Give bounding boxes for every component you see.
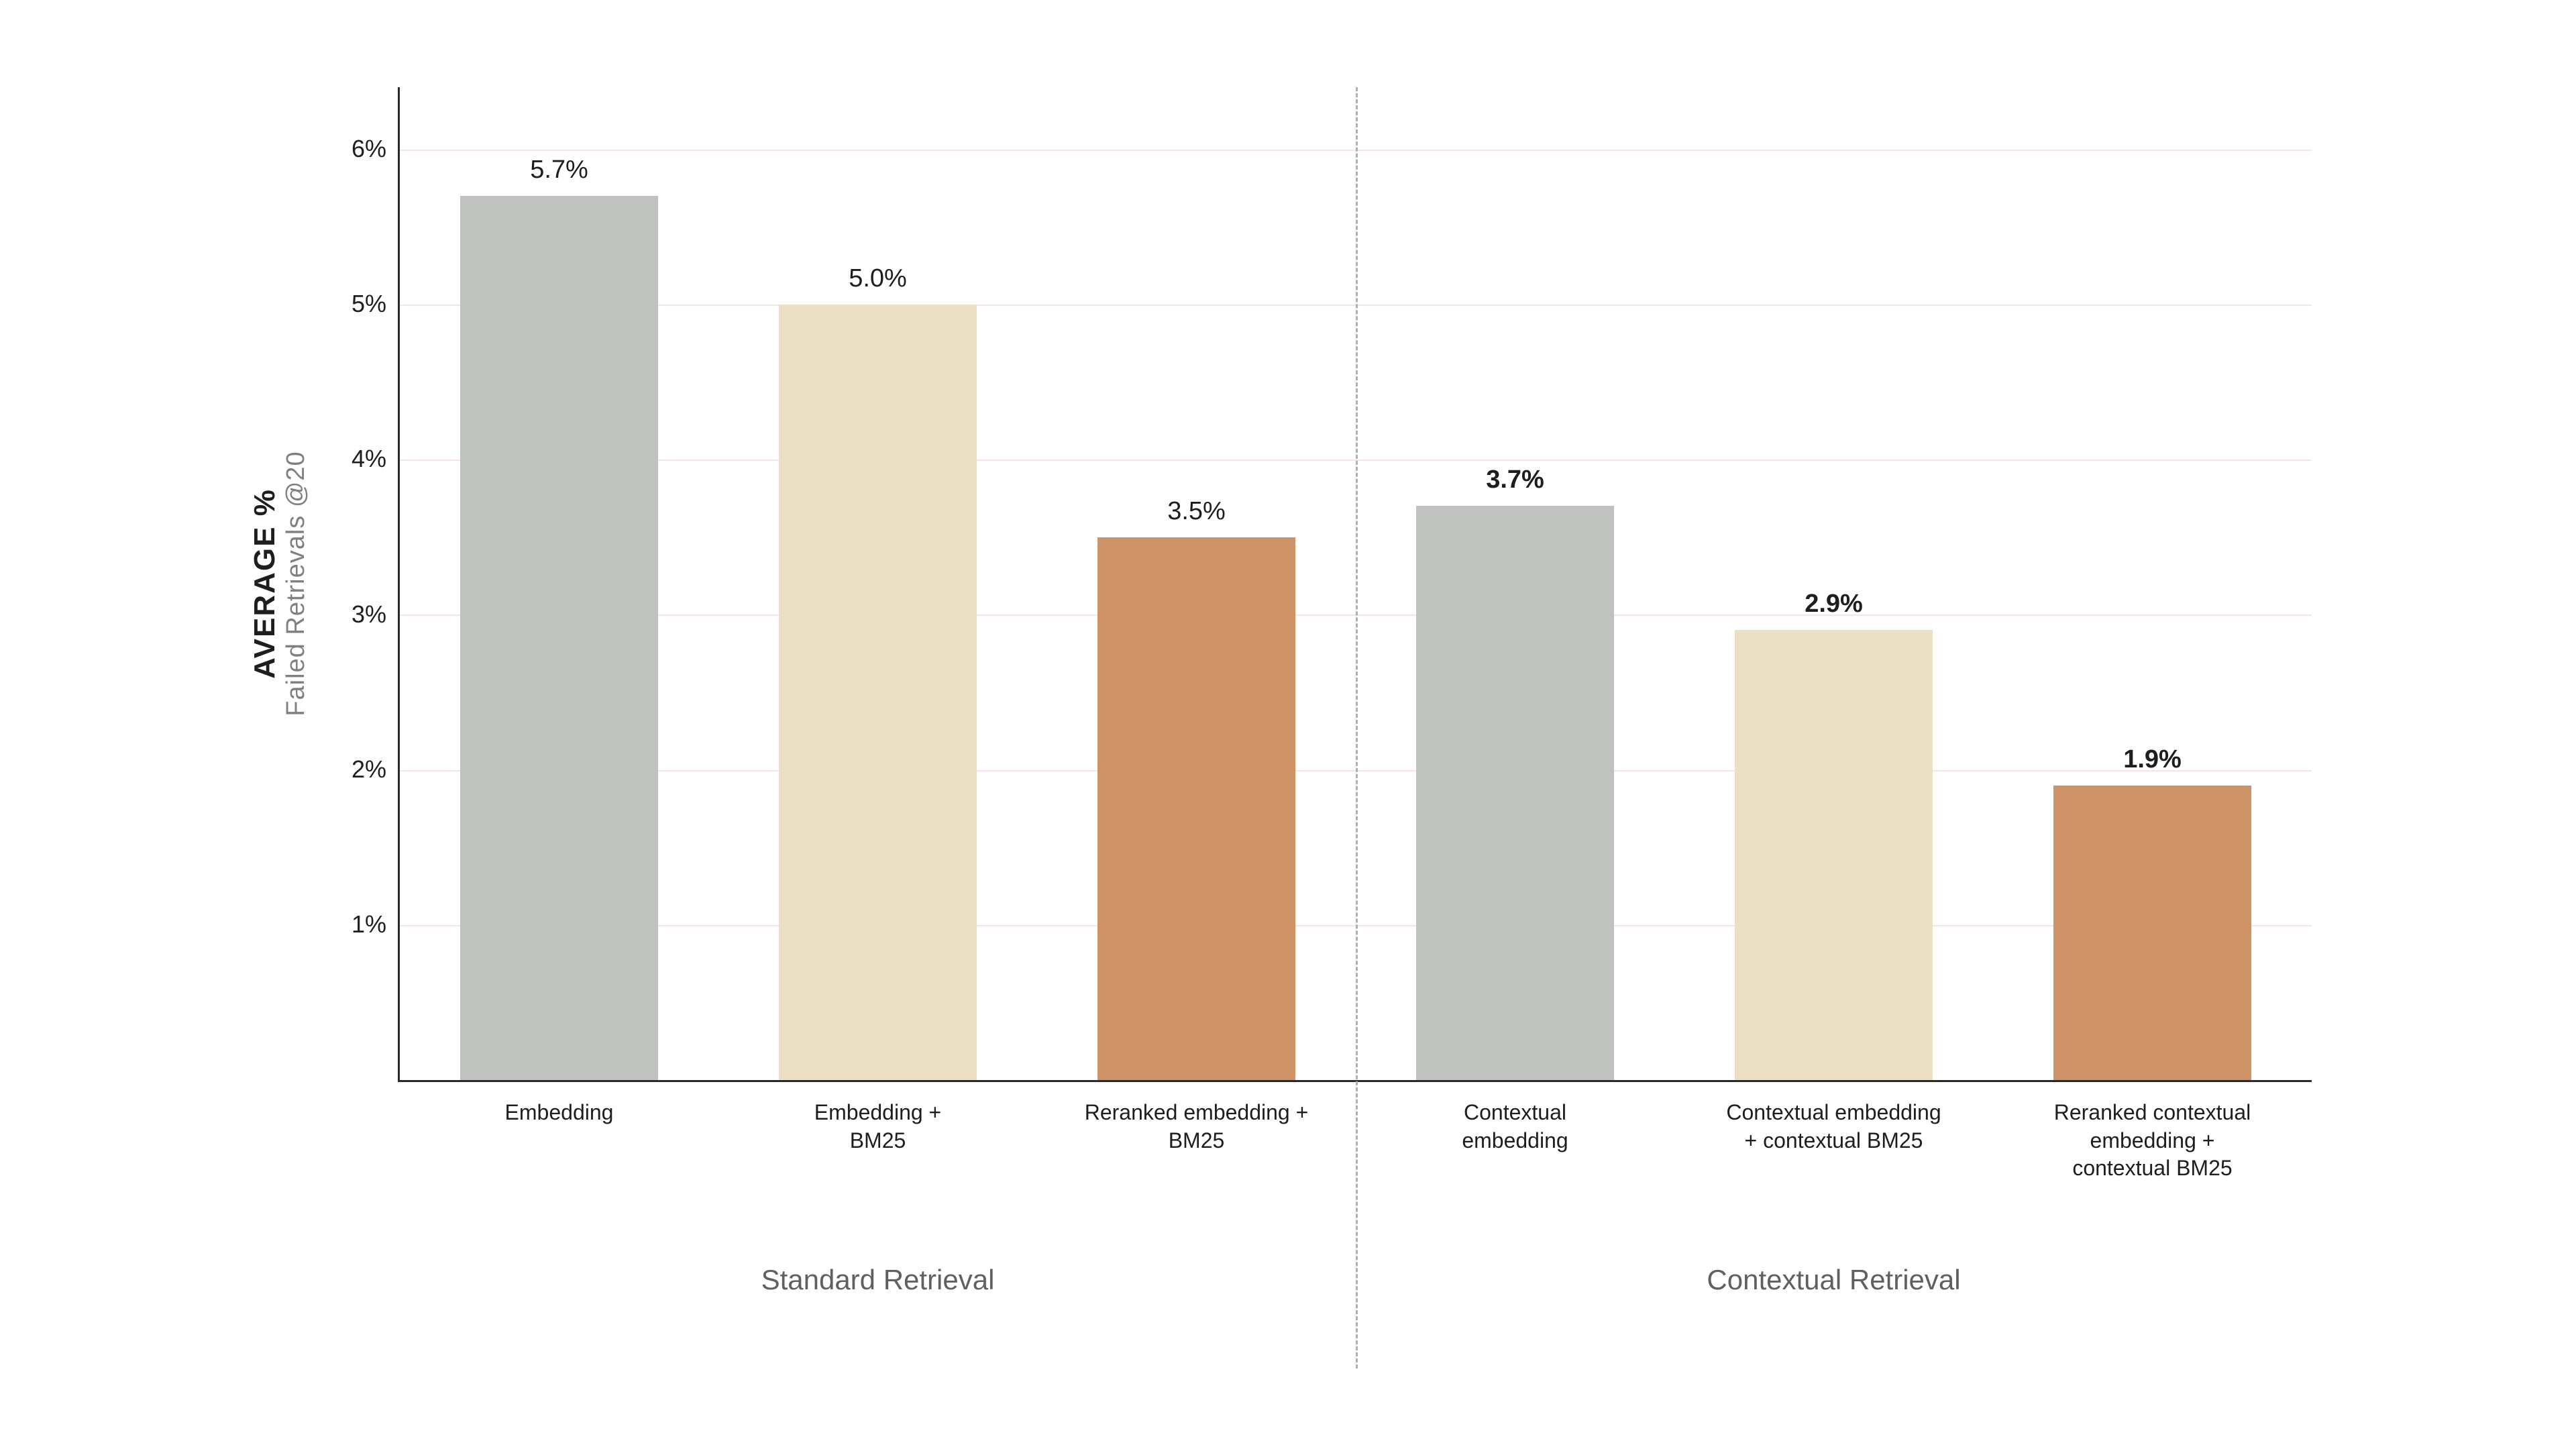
chart-canvas: AVERAGE % Failed Retrievals @20 1%2%3%4%…	[0, 0, 2576, 1449]
x-axis-line	[398, 1080, 2312, 1082]
y-tick-label: 6%	[319, 135, 386, 163]
bar-value-label: 5.7%	[460, 156, 658, 184]
bar	[779, 305, 977, 1080]
y-axis-title-main: AVERAGE %	[248, 488, 281, 679]
bar-value-label: 2.9%	[1735, 590, 1933, 619]
bar-value-label: 3.7%	[1416, 466, 1614, 494]
y-axis-line	[398, 87, 400, 1082]
bar-value-label: 3.5%	[1097, 497, 1295, 526]
x-tick-label: Contextual embedding+ contextual BM25	[1682, 1099, 1985, 1155]
bar	[460, 196, 658, 1080]
bar	[1416, 506, 1614, 1080]
y-tick-label: 5%	[319, 290, 386, 318]
bar-value-label: 5.0%	[779, 264, 977, 293]
x-tick-label: Contextualembedding	[1364, 1099, 1666, 1155]
plot-area: 1%2%3%4%5%6%5.7%Embedding5.0%Embedding +…	[400, 87, 2312, 1080]
group-divider	[1356, 87, 1358, 1368]
x-tick-label: Reranked embedding +BM25	[1045, 1099, 1348, 1155]
bar	[2053, 786, 2251, 1080]
x-tick-label: Embedding	[408, 1099, 710, 1127]
bar	[1735, 630, 1933, 1080]
y-tick-label: 4%	[319, 445, 386, 473]
y-tick-label: 3%	[319, 600, 386, 629]
group-label: Contextual Retrieval	[1356, 1264, 2312, 1296]
y-axis-title: AVERAGE % Failed Retrievals @20	[248, 382, 315, 785]
bar-value-label: 1.9%	[2053, 745, 2251, 774]
x-tick-label: Embedding +BM25	[727, 1099, 1029, 1155]
y-axis-title-sub: Failed Retrievals @20	[282, 451, 310, 716]
x-tick-label: Reranked contextualembedding +contextual…	[2001, 1099, 2304, 1183]
group-label: Standard Retrieval	[400, 1264, 1356, 1296]
bar	[1097, 537, 1295, 1080]
y-tick-label: 2%	[319, 755, 386, 784]
y-tick-label: 1%	[319, 910, 386, 938]
